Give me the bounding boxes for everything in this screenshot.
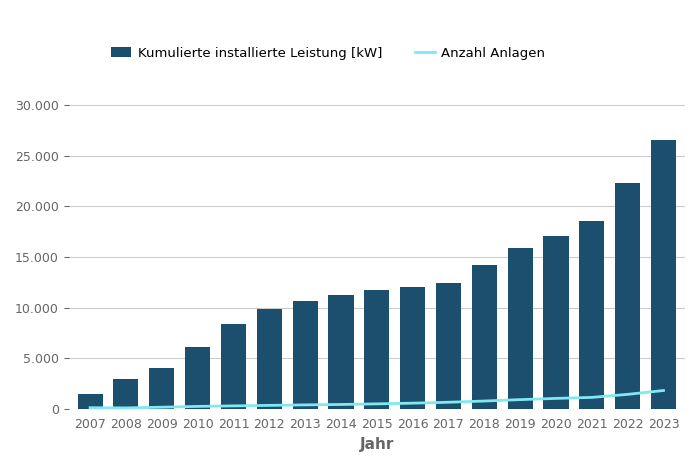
Bar (78, 394, 103, 409)
Bar (436, 283, 461, 409)
Bar (400, 287, 425, 409)
Anzahl Anlagen (301, 402, 309, 408)
Anzahl Anlagen (86, 405, 94, 410)
Legend: Kumulierte installierte Leistung [kW], Anzahl Anlagen: Kumulierte installierte Leistung [kW], A… (106, 42, 551, 65)
Bar (149, 368, 174, 409)
Anzahl Anlagen (408, 400, 416, 406)
Anzahl Anlagen (158, 404, 166, 410)
Anzahl Anlagen (516, 397, 524, 403)
Bar (364, 290, 389, 409)
Anzahl Anlagen (444, 399, 453, 405)
Line: Anzahl Anlagen: Anzahl Anlagen (90, 390, 664, 408)
Anzahl Anlagen (659, 388, 668, 393)
Anzahl Anlagen (122, 405, 130, 410)
Bar (615, 183, 640, 409)
Bar (257, 309, 282, 409)
Anzahl Anlagen (587, 395, 596, 400)
Bar (472, 265, 497, 409)
Bar (508, 248, 533, 409)
Anzahl Anlagen (624, 391, 632, 397)
Bar (113, 379, 139, 409)
Bar (293, 302, 318, 409)
Anzahl Anlagen (193, 403, 202, 409)
Bar (185, 347, 210, 409)
Anzahl Anlagen (229, 403, 237, 409)
Bar (580, 220, 604, 409)
X-axis label: Jahr: Jahr (360, 437, 394, 452)
Anzahl Anlagen (552, 396, 560, 401)
Anzahl Anlagen (265, 403, 274, 408)
Bar (651, 140, 676, 409)
Anzahl Anlagen (480, 398, 489, 404)
Bar (221, 324, 246, 409)
Anzahl Anlagen (337, 402, 345, 407)
Bar (328, 296, 354, 409)
Anzahl Anlagen (372, 401, 381, 407)
Bar (543, 236, 568, 409)
